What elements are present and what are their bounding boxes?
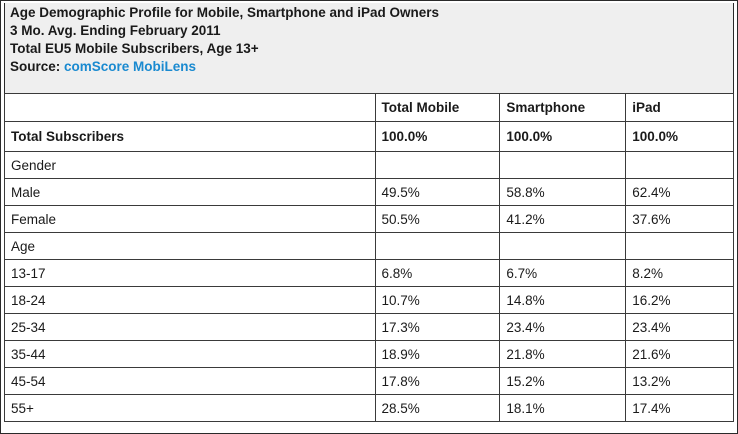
table-cell: 28.5% [374, 394, 501, 422]
table-cell: 41.2% [499, 205, 627, 233]
row-label: Age [4, 232, 376, 260]
row-label: Male [4, 178, 376, 206]
table-cell: 21.8% [499, 340, 627, 368]
row-label: 18-24 [4, 286, 376, 314]
table-row: Male 49.5% 58.8% 62.4% [4, 178, 734, 206]
table-cell: 17.8% [374, 367, 501, 395]
table-cell: 62.4% [625, 178, 734, 206]
table-cell: 16.2% [625, 286, 734, 314]
row-label: 35-44 [4, 340, 376, 368]
table-cell: 100.0% [499, 121, 627, 152]
table-cell: 8.2% [625, 259, 734, 287]
table-period: 3 Mo. Avg. Ending February 2011 [10, 23, 221, 38]
table-cell: 49.5% [374, 178, 501, 206]
table-cell: 17.3% [374, 313, 501, 341]
table-cell [499, 151, 627, 179]
table-header-block: Age Demographic Profile for Mobile, Smar… [4, 3, 734, 94]
source-link[interactable]: comScore MobiLens [64, 59, 197, 74]
table-cell: 18.9% [374, 340, 501, 368]
table-cell: 50.5% [374, 205, 501, 233]
table-row: 45-54 17.8% 15.2% 13.2% [4, 367, 734, 395]
table-cell: 10.7% [374, 286, 501, 314]
table-cell: 14.8% [499, 286, 627, 314]
table-cell: 37.6% [625, 205, 734, 233]
table-row: 25-34 17.3% 23.4% 23.4% [4, 313, 734, 341]
table-row: 55+ 28.5% 18.1% 17.4% [4, 394, 734, 422]
column-header: Smartphone [499, 93, 627, 122]
row-label: Gender [4, 151, 376, 179]
table-cell: 100.0% [625, 121, 734, 152]
table-title: Age Demographic Profile for Mobile, Smar… [10, 5, 440, 20]
table-row: 13-17 6.8% 6.7% 8.2% [4, 259, 734, 287]
table-cell: 13.2% [625, 367, 734, 395]
table-cell: 18.1% [499, 394, 627, 422]
table-cell: 6.8% [374, 259, 501, 287]
table-row: Total Subscribers 100.0% 100.0% 100.0% [4, 121, 734, 152]
table-row: Age [4, 232, 734, 260]
table-cell [374, 232, 501, 260]
table-row: 35-44 18.9% 21.8% 21.6% [4, 340, 734, 368]
column-header-row: Total Mobile Smartphone iPad [4, 93, 734, 122]
table-cell: 21.6% [625, 340, 734, 368]
row-label: Total Subscribers [4, 121, 376, 152]
table-cell [499, 232, 627, 260]
table-cell: 23.4% [499, 313, 627, 341]
row-label: 45-54 [4, 367, 376, 395]
table-cell: 15.2% [499, 367, 627, 395]
row-label: 55+ [4, 394, 376, 422]
row-label: 25-34 [4, 313, 376, 341]
table-cell [374, 151, 501, 179]
table-cell: 23.4% [625, 313, 734, 341]
column-header: Total Mobile [374, 93, 501, 122]
table-cell: 17.4% [625, 394, 734, 422]
column-header: iPad [625, 93, 734, 122]
table-cell: 58.8% [499, 178, 627, 206]
table-source: Source: comScore MobiLens [10, 58, 196, 76]
table-row: Gender [4, 151, 734, 179]
table-population: Total EU5 Mobile Subscribers, Age 13+ [10, 41, 259, 56]
table-cell: 6.7% [499, 259, 627, 287]
row-label: 13-17 [4, 259, 376, 287]
row-label: Female [4, 205, 376, 233]
source-label: Source: [10, 59, 65, 74]
table-row: 18-24 10.7% 14.8% 16.2% [4, 286, 734, 314]
demographic-table: Total Mobile Smartphone iPad Total Subsc… [4, 93, 734, 422]
table-row: Female 50.5% 41.2% 37.6% [4, 205, 734, 233]
table-cell [625, 151, 734, 179]
table-cell [625, 232, 734, 260]
table-cell: 100.0% [374, 121, 501, 152]
column-header [4, 93, 376, 122]
